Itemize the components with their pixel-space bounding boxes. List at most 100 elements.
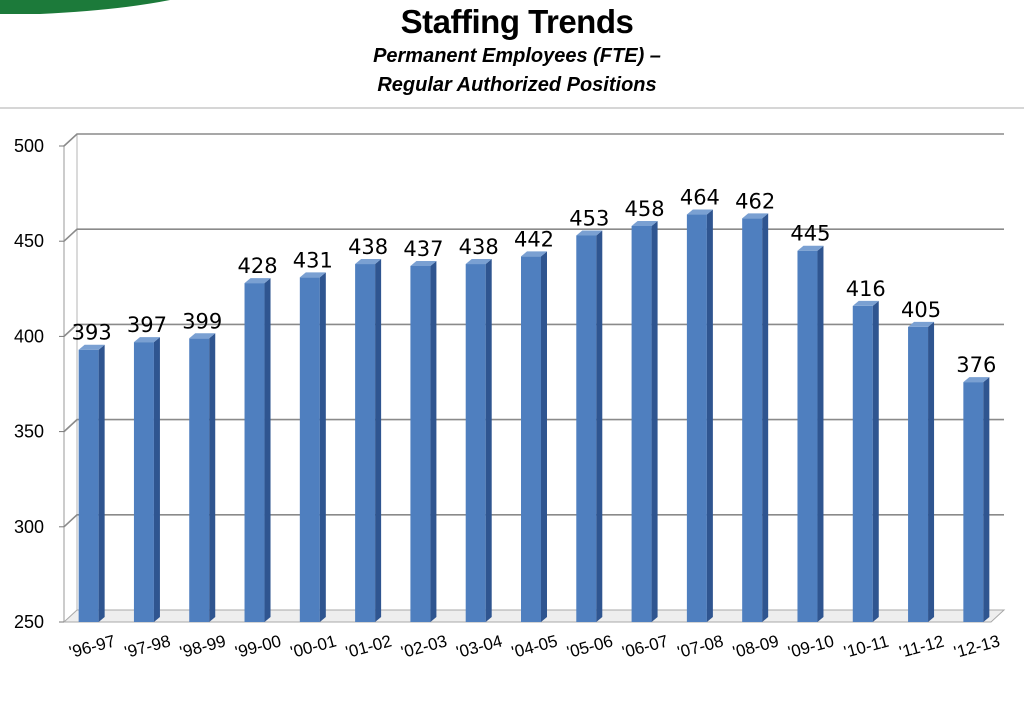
x-tick-label: '09-10	[786, 631, 836, 661]
bar-top	[908, 321, 935, 327]
y-tick-label: 500	[14, 136, 44, 156]
bar-side	[153, 337, 160, 622]
bar-front	[299, 277, 320, 622]
bar-top	[742, 213, 769, 219]
corner-accent-swoosh	[0, 0, 170, 14]
bar-side	[541, 251, 547, 622]
bar-side	[264, 278, 271, 622]
x-tick-label: '11-12	[897, 632, 946, 662]
x-tick-label: '04-05	[510, 631, 560, 661]
bar-side	[375, 259, 382, 622]
chart-subtitle-line-2: Regular Authorized Positions	[377, 74, 657, 96]
data-label: 376	[956, 353, 996, 377]
bar-side	[430, 260, 437, 622]
data-label: 399	[182, 309, 222, 333]
data-label: 405	[901, 298, 941, 322]
bar-front	[410, 265, 431, 622]
bar-top	[631, 220, 658, 226]
x-tick-label: '96-97	[67, 631, 117, 661]
data-label: 453	[569, 206, 609, 230]
data-label: 462	[735, 189, 775, 213]
y-tick-label: 350	[14, 422, 44, 442]
title-separator	[0, 107, 1024, 109]
bar-top	[244, 278, 271, 284]
bar-97-98	[133, 337, 160, 622]
bar-front	[742, 218, 763, 623]
data-label: 438	[459, 235, 499, 259]
bar-top	[521, 251, 547, 257]
bar-side	[651, 220, 658, 622]
bar-side	[706, 209, 713, 622]
x-tick-label: '98-99	[178, 631, 228, 661]
bar-front	[631, 225, 652, 622]
bar-08-09	[742, 213, 769, 623]
bars-layer	[78, 209, 990, 623]
y-tick-label: 400	[14, 326, 44, 346]
bar-11-12	[908, 321, 935, 622]
x-tick-label: '06-07	[620, 631, 670, 661]
bar-front	[963, 382, 984, 622]
bar-front	[852, 305, 873, 622]
bar-top	[133, 337, 160, 343]
x-tick-label: '08-09	[731, 631, 781, 661]
gridline	[63, 133, 1004, 147]
data-label: 438	[348, 235, 388, 259]
data-label: 397	[127, 313, 167, 337]
x-tick-label: '99-00	[233, 631, 283, 661]
bar-06-07	[631, 220, 658, 622]
x-tick-label: '00-01	[288, 631, 338, 661]
bar-side	[762, 213, 769, 623]
bar-top	[465, 259, 492, 265]
y-tick-label: 300	[14, 517, 44, 537]
bar-side	[319, 272, 326, 622]
bar-front	[189, 338, 210, 622]
bar-top	[189, 333, 216, 339]
bar-07-08	[686, 209, 713, 622]
bar-front	[355, 264, 376, 622]
bar-front	[244, 283, 265, 622]
bar-10-11	[852, 300, 879, 622]
bar-front	[133, 342, 154, 622]
bar-front	[686, 214, 707, 622]
y-tick-label: 250	[14, 612, 44, 632]
data-label: 393	[72, 321, 112, 345]
bar-03-04	[465, 259, 492, 622]
bar-front	[465, 264, 486, 622]
bar-00-01	[299, 272, 326, 622]
x-tick-label: '01-02	[344, 631, 394, 661]
bar-side	[872, 300, 879, 622]
data-label: 458	[625, 197, 665, 221]
bar-top	[963, 377, 990, 383]
bar-top	[78, 344, 105, 350]
bar-09-10	[797, 245, 824, 622]
bar-front	[576, 235, 597, 622]
data-label: 428	[237, 254, 277, 278]
bar-01-02	[355, 259, 382, 622]
x-tick-label: '97-98	[122, 631, 172, 661]
bar-side	[596, 230, 603, 622]
x-tick-label: '05-06	[565, 631, 615, 661]
bar-top	[686, 209, 713, 215]
bar-top	[355, 259, 382, 265]
bar-front	[521, 256, 541, 622]
title-block: Staffing Trends Permanent Employees (FTE…	[0, 0, 1024, 100]
bar-side	[983, 377, 990, 622]
y-tick-label: 450	[14, 231, 44, 251]
data-label: 437	[403, 237, 443, 261]
x-tick-label: '12-13	[952, 631, 1002, 661]
bar-front	[908, 326, 929, 622]
bar-side	[209, 333, 216, 622]
data-label: 442	[514, 227, 554, 251]
x-tick-label: '02-03	[399, 631, 449, 661]
x-tick-label: '10-11	[842, 632, 891, 662]
bar-front	[78, 349, 99, 622]
bar-top	[299, 272, 326, 278]
x-tick-label: '03-04	[454, 631, 504, 661]
bar-top	[852, 300, 879, 306]
bar-side	[485, 259, 492, 622]
bar-side	[817, 245, 824, 622]
data-label: 464	[680, 186, 720, 210]
bar-top	[410, 260, 437, 266]
bar-top	[797, 245, 824, 251]
